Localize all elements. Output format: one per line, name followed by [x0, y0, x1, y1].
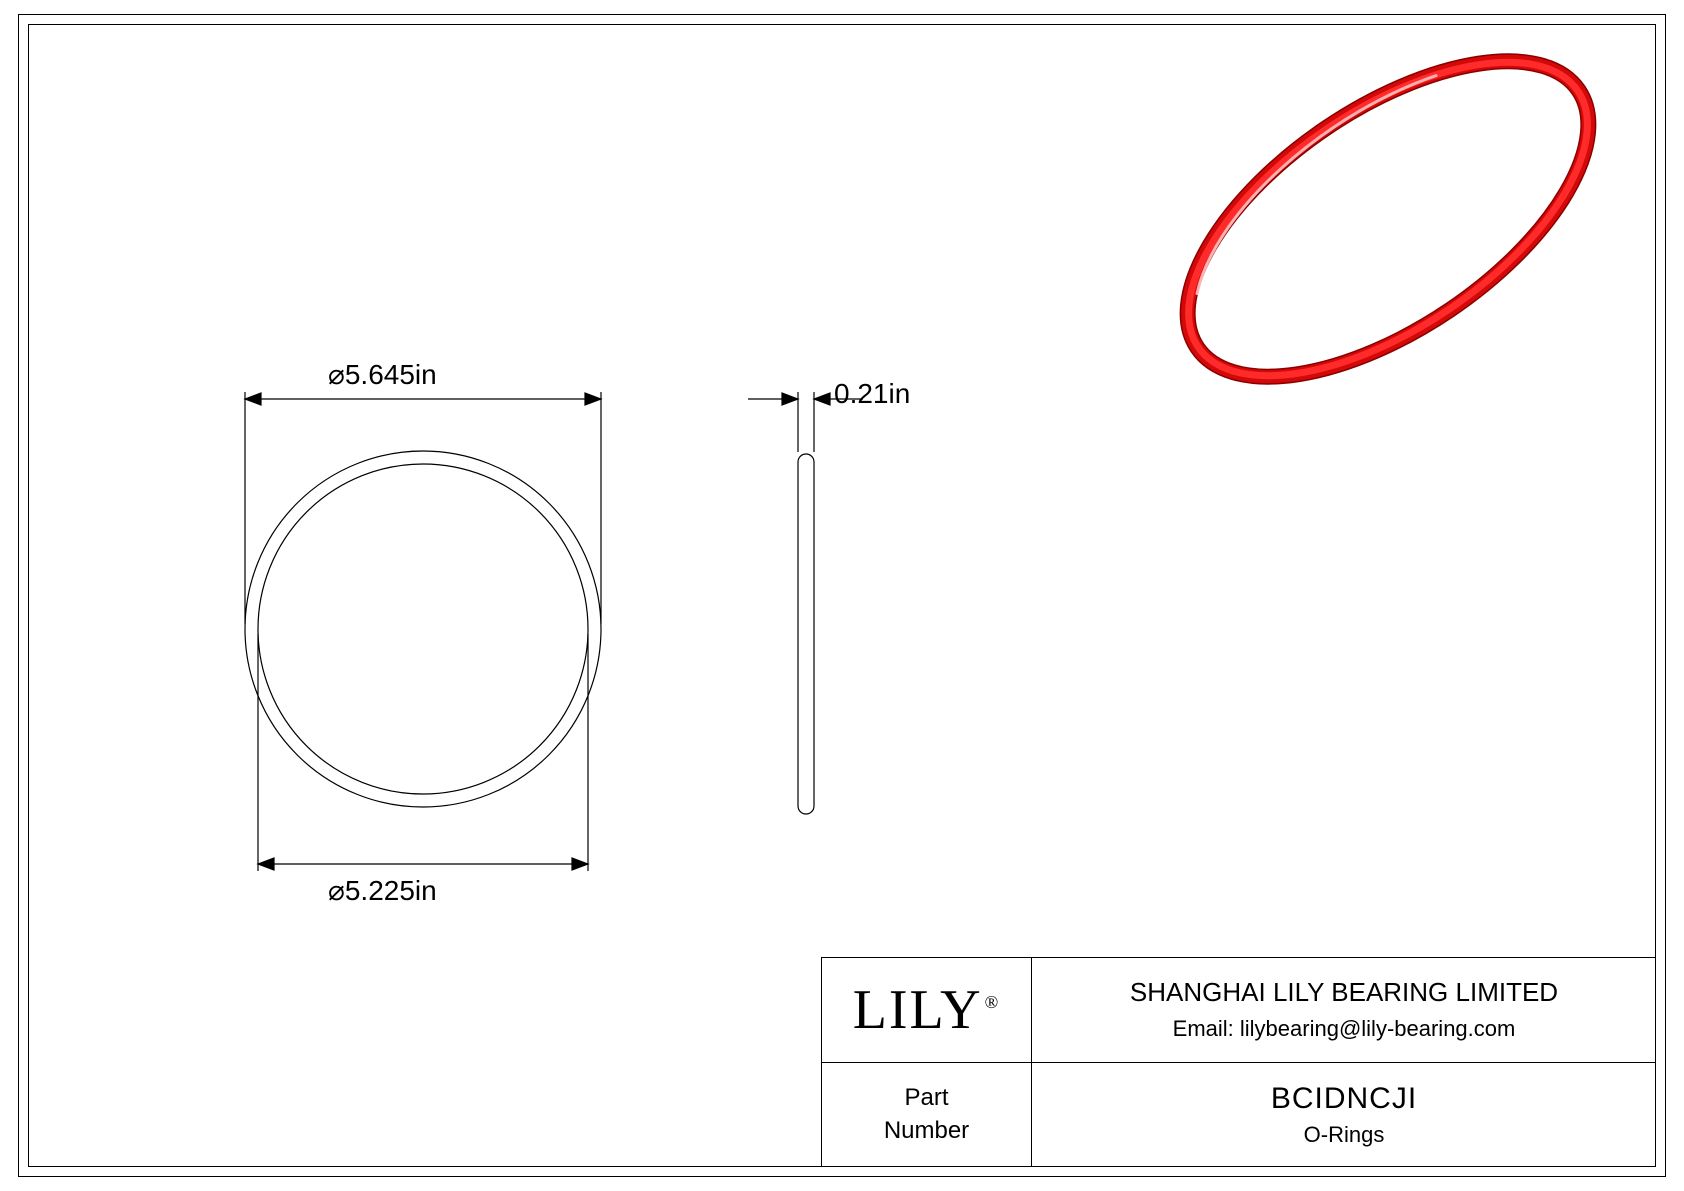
- part-label-line1: Part: [904, 1084, 948, 1111]
- inner-diameter-label: ⌀5.225in: [328, 874, 437, 907]
- iso-oring: [1136, 24, 1640, 439]
- part-number: BCIDNCJI: [1271, 1082, 1417, 1116]
- part-description: O-Rings: [1304, 1122, 1385, 1148]
- front-view-inner-circle: [258, 464, 588, 794]
- outer-diameter-dimension: [245, 392, 601, 624]
- registered-mark: ®: [985, 992, 1001, 1012]
- title-block: LILY® SHANGHAI LILY BEARING LIMITED Emai…: [821, 957, 1656, 1167]
- logo-word: LILY: [853, 979, 983, 1041]
- side-view-bar: [798, 454, 814, 814]
- logo-cell: LILY®: [822, 958, 1032, 1063]
- drawing-area: ⌀5.645in ⌀5.225in 0.21in LILY® SHANGHAI …: [28, 24, 1656, 1167]
- part-label-cell: Part Number: [822, 1063, 1032, 1168]
- part-label-line2: Number: [884, 1117, 969, 1144]
- part-number-cell: BCIDNCJI O-Rings: [1032, 1063, 1656, 1168]
- company-cell: SHANGHAI LILY BEARING LIMITED Email: lil…: [1032, 958, 1656, 1063]
- company-name: SHANGHAI LILY BEARING LIMITED: [1130, 977, 1558, 1008]
- side-width-label: 0.21in: [834, 378, 910, 410]
- outer-diameter-label: ⌀5.645in: [328, 358, 437, 391]
- inner-diameter-dimension: [258, 634, 588, 871]
- logo-text: LILY®: [853, 978, 1001, 1042]
- page: ⌀5.645in ⌀5.225in 0.21in LILY® SHANGHAI …: [0, 0, 1684, 1191]
- front-view-outer-circle: [245, 451, 601, 807]
- part-label: Part Number: [884, 1082, 969, 1147]
- company-email: Email: lilybearing@lily-bearing.com: [1173, 1016, 1516, 1042]
